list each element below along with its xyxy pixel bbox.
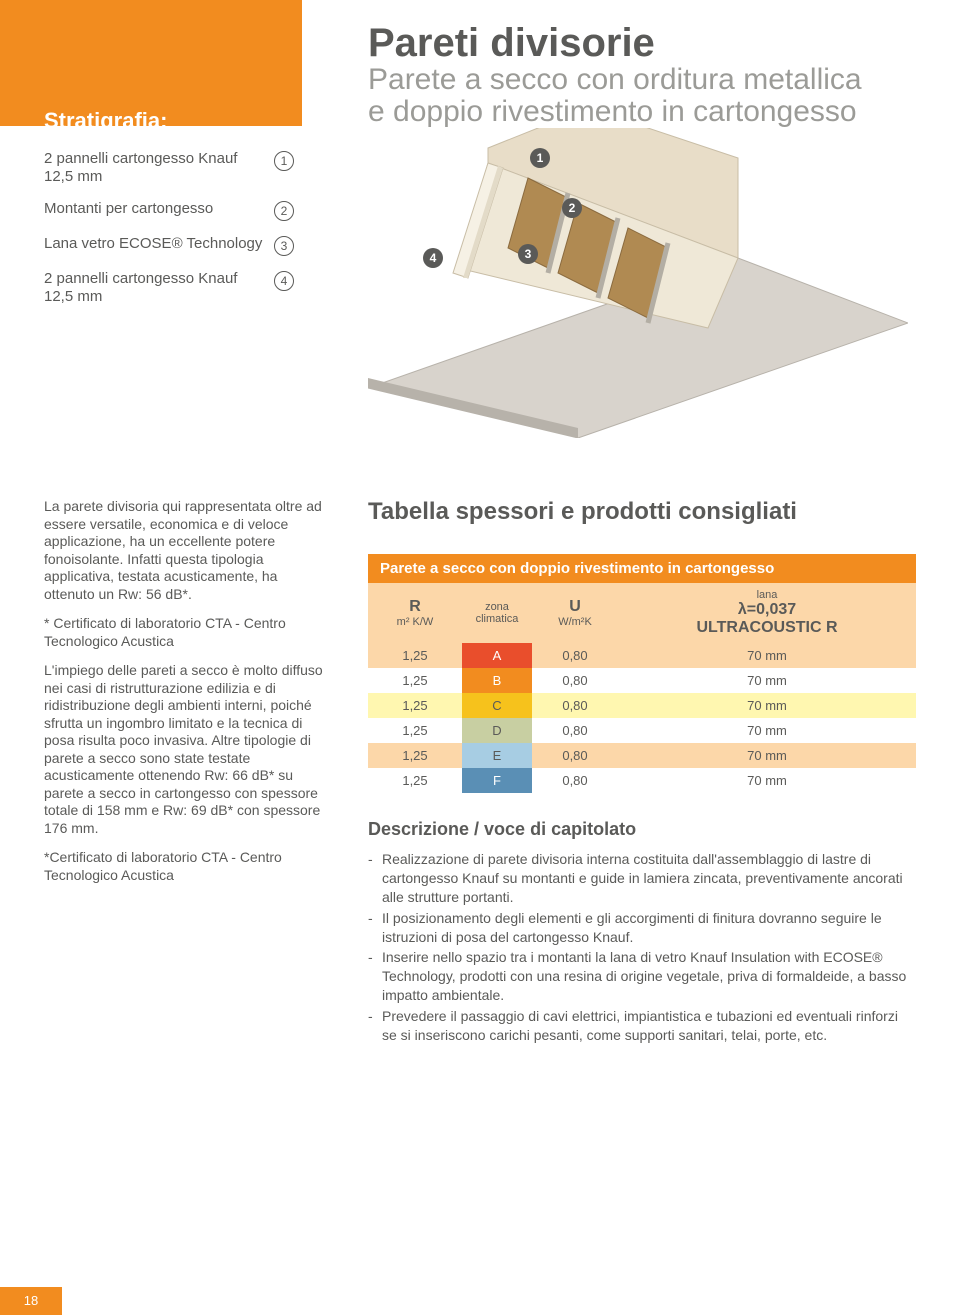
cell-u: 0,80	[532, 698, 618, 713]
body-p3: L'impiego delle pareti a secco è molto d…	[44, 662, 324, 837]
th-u: U W/m²K	[532, 598, 618, 628]
cell-r: 1,25	[368, 773, 462, 788]
page-subtitle-2: e doppio rivestimento in cartongesso	[368, 96, 862, 128]
th-r: R m² K/W	[368, 598, 462, 628]
cell-zone: C	[462, 693, 532, 718]
legend-item: 2 pannelli cartongesso Knauf 12,5 mm 1	[44, 150, 294, 186]
diagram-marker: 1	[530, 148, 550, 168]
cell-lana: 70 mm	[618, 773, 916, 788]
diagram-marker: 4	[423, 248, 443, 268]
table-row: 1,25E0,8070 mm	[368, 743, 916, 768]
description-text: Realizzazione di parete divisoria intern…	[382, 850, 916, 907]
cell-u: 0,80	[532, 748, 618, 763]
th-lana: lana λ=0,037 ULTRACOUSTIC R	[618, 589, 916, 637]
cell-r: 1,25	[368, 648, 462, 663]
table-title: Tabella spessori e prodotti consigliati	[368, 498, 916, 526]
table-row: 1,25B0,8070 mm	[368, 668, 916, 693]
table-row: 1,25D0,8070 mm	[368, 718, 916, 743]
dash: -	[368, 948, 382, 1005]
wall-diagram-svg	[368, 128, 908, 438]
cell-r: 1,25	[368, 748, 462, 763]
body-right: Tabella spessori e prodotti consigliati …	[368, 498, 916, 1047]
cell-lana: 70 mm	[618, 723, 916, 738]
cell-r: 1,25	[368, 698, 462, 713]
cell-r: 1,25	[368, 673, 462, 688]
cell-r: 1,25	[368, 723, 462, 738]
body-p4: *Certificato di laboratorio CTA - Centro…	[44, 849, 324, 884]
description-text: Prevedere il passaggio di cavi elettrici…	[382, 1007, 916, 1045]
table-row: 1,25C0,8070 mm	[368, 693, 916, 718]
dash: -	[368, 850, 382, 907]
diagram: 1 2 3 4	[368, 128, 908, 438]
table-row: 1,25A0,8070 mm	[368, 643, 916, 668]
diagram-marker: 2	[562, 198, 582, 218]
description-item: -Inserire nello spazio tra i montanti la…	[368, 948, 916, 1005]
cell-zone: D	[462, 718, 532, 743]
legend-text: Lana vetro ECOSE® Technology	[44, 235, 268, 253]
description-text: Il posizionamento degli elementi e gli a…	[382, 909, 916, 947]
legend-item: Montanti per cartongesso 2	[44, 200, 294, 221]
legend-item: 2 pannelli cartongesso Knauf 12,5 mm 4	[44, 270, 294, 306]
cell-zone: A	[462, 643, 532, 668]
description-item: -Prevedere il passaggio di cavi elettric…	[368, 1007, 916, 1045]
description-text: Inserire nello spazio tra i montanti la …	[382, 948, 916, 1005]
dash: -	[368, 909, 382, 947]
legend-text: 2 pannelli cartongesso Knauf 12,5 mm	[44, 270, 268, 306]
cell-zone: E	[462, 743, 532, 768]
title-block: Pareti divisorie Parete a secco con ordi…	[368, 22, 862, 127]
page-number: 18	[0, 1287, 62, 1315]
legend-item: Lana vetro ECOSE® Technology 3	[44, 235, 294, 256]
cell-zone: B	[462, 668, 532, 693]
cell-zone: F	[462, 768, 532, 793]
description-item: -Realizzazione di parete divisoria inter…	[368, 850, 916, 907]
page-title: Pareti divisorie	[368, 22, 862, 64]
stratigrafia-label: Stratigrafia:	[44, 108, 167, 134]
cell-lana: 70 mm	[618, 698, 916, 713]
legend-number: 1	[274, 151, 294, 171]
cell-lana: 70 mm	[618, 748, 916, 763]
page-subtitle-1: Parete a secco con orditura metallica	[368, 64, 862, 96]
legend: 2 pannelli cartongesso Knauf 12,5 mm 1 Mon…	[44, 150, 294, 320]
cell-lana: 70 mm	[618, 648, 916, 663]
dash: -	[368, 1007, 382, 1045]
description-item: -Il posizionamento degli elementi e gli …	[368, 909, 916, 947]
cell-lana: 70 mm	[618, 673, 916, 688]
cell-u: 0,80	[532, 773, 618, 788]
legend-number: 4	[274, 271, 294, 291]
description-title: Descrizione / voce di capitolato	[368, 819, 916, 840]
cell-u: 0,80	[532, 673, 618, 688]
legend-text: Montanti per cartongesso	[44, 200, 268, 218]
body-p2: * Certificato di laboratorio CTA - Centr…	[44, 615, 324, 650]
table-row: 1,25F0,8070 mm	[368, 768, 916, 793]
diagram-marker: 3	[518, 244, 538, 264]
cell-u: 0,80	[532, 648, 618, 663]
table-head-row: R m² K/W zona climatica U W/m²K lana λ=0…	[368, 583, 916, 643]
cell-u: 0,80	[532, 723, 618, 738]
body-p1: La parete divisoria qui rappresentata ol…	[44, 498, 324, 603]
legend-number: 2	[274, 201, 294, 221]
table-header-bar: Parete a secco con doppio rivestimento i…	[368, 554, 916, 583]
th-zone: zona climatica	[462, 601, 532, 625]
description-list: -Realizzazione di parete divisoria inter…	[368, 850, 916, 1045]
table-rows: 1,25A0,8070 mm1,25B0,8070 mm1,25C0,8070 …	[368, 643, 916, 793]
legend-number: 3	[274, 236, 294, 256]
body-left: La parete divisoria qui rappresentata ol…	[44, 498, 324, 896]
legend-text: 2 pannelli cartongesso Knauf 12,5 mm	[44, 150, 268, 186]
